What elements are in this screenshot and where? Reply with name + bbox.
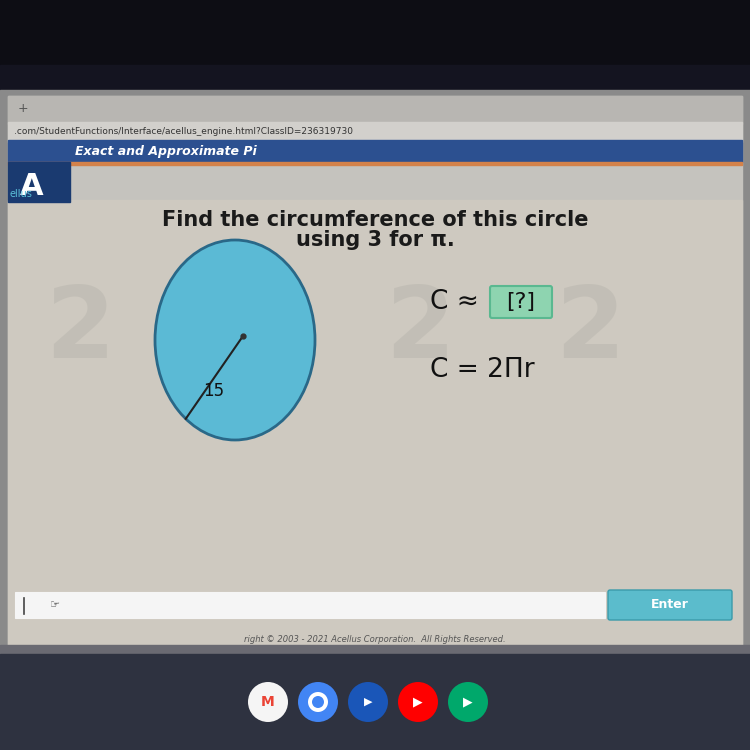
Text: ▶: ▶ — [413, 695, 423, 709]
Circle shape — [308, 692, 328, 712]
Bar — [8, 96, 742, 124]
Bar — [15, 592, 605, 618]
Bar — [8, 96, 742, 648]
Text: ☞: ☞ — [50, 600, 60, 610]
Bar — [0, 0, 750, 70]
Text: A: A — [20, 172, 44, 201]
Text: .com/StudentFunctions/Interface/acellus_engine.html?ClassID=236319730: .com/StudentFunctions/Interface/acellus_… — [14, 128, 353, 136]
Bar — [0, 654, 750, 750]
Circle shape — [348, 682, 388, 722]
Text: using 3 for π.: using 3 for π. — [296, 230, 454, 250]
Text: ellus: ellus — [10, 189, 33, 199]
Bar — [8, 162, 742, 165]
Bar — [0, 65, 750, 110]
Bar — [8, 140, 742, 162]
Text: right © 2003 - 2021 Acellus Corporation.  All Rights Reserved.: right © 2003 - 2021 Acellus Corporation.… — [244, 634, 506, 644]
Circle shape — [448, 682, 488, 722]
Text: [?]: [?] — [506, 292, 536, 312]
Text: C ≈: C ≈ — [430, 289, 488, 315]
Text: C = 2Πr: C = 2Πr — [430, 357, 535, 383]
Bar — [0, 645, 750, 655]
Circle shape — [298, 682, 338, 722]
Text: Find the circumference of this circle: Find the circumference of this circle — [162, 210, 588, 230]
Text: Exact and Approximate Pi: Exact and Approximate Pi — [75, 145, 256, 158]
Text: 2: 2 — [386, 281, 454, 379]
Ellipse shape — [155, 240, 315, 440]
Text: ▶: ▶ — [364, 697, 372, 707]
FancyBboxPatch shape — [608, 590, 732, 620]
Text: 2: 2 — [555, 281, 625, 379]
Circle shape — [398, 682, 438, 722]
Bar — [8, 162, 70, 202]
Text: +: + — [18, 103, 28, 116]
Ellipse shape — [248, 682, 288, 722]
Bar — [8, 200, 742, 648]
Text: M: M — [261, 695, 274, 709]
Text: 2: 2 — [45, 281, 115, 379]
Bar — [8, 122, 742, 142]
Text: ▶: ▶ — [464, 695, 472, 709]
Text: 0: 0 — [195, 281, 265, 379]
Bar — [0, 90, 750, 655]
Circle shape — [312, 696, 324, 708]
Text: Enter: Enter — [651, 598, 689, 611]
FancyBboxPatch shape — [490, 286, 552, 318]
Text: 15: 15 — [203, 382, 224, 400]
